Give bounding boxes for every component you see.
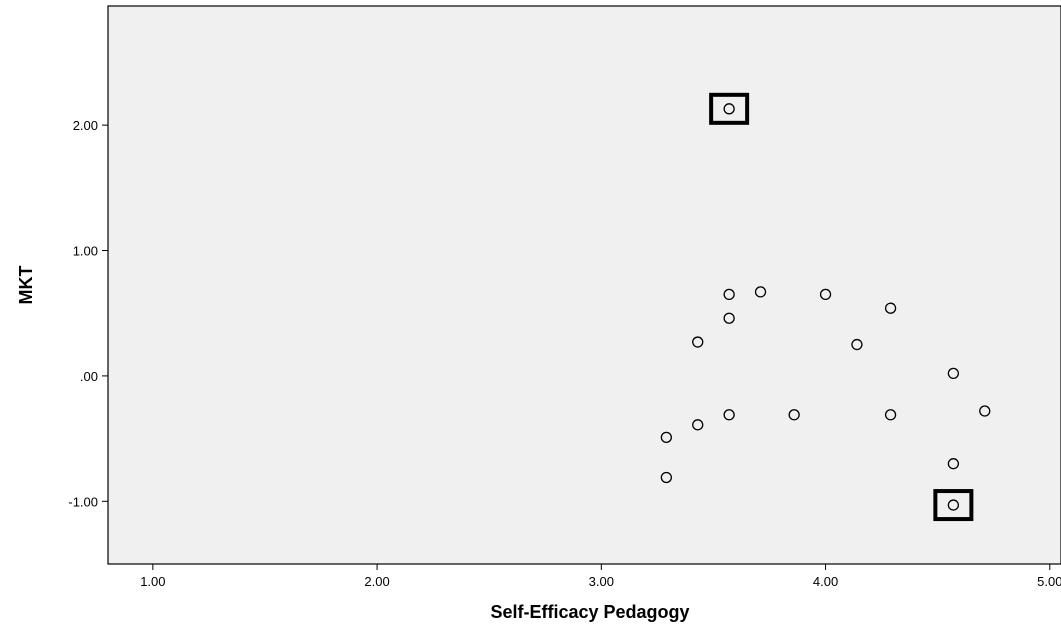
data-point [947,499,960,511]
data-point [660,471,672,484]
data-point [788,409,800,421]
data-point [819,288,832,301]
data-point [723,288,735,301]
y-tick-label: 1.00 [73,244,98,259]
highlight-boxes [709,92,974,522]
y-tick-label: 2.00 [73,118,98,133]
data-point [723,103,735,115]
data-point [884,409,897,421]
x-tick-label: 4.00 [813,574,838,589]
x-tick-label: 5.00 [1037,574,1061,589]
data-point [692,336,704,348]
data-point [851,338,863,351]
data-point [754,286,767,298]
data-points [660,103,991,511]
x-tick-label: 2.00 [364,574,389,589]
data-point [979,405,991,417]
data-point [723,409,735,421]
data-point [660,431,672,444]
data-point [884,302,897,314]
x-tick-label: 3.00 [589,574,614,589]
data-point [947,367,960,380]
data-point [692,419,704,431]
data-point [947,458,960,470]
y-tick-label: .00 [80,369,98,384]
x-axis-title: Self-Efficacy Pedagogy [490,602,689,622]
plot-area [107,5,1061,565]
y-axis: -1.00 .00 1.00 2.00 [68,118,108,509]
x-axis: 1.00 2.00 3.00 4.00 5.00 [140,564,1061,589]
x-tick-label: 1.00 [140,574,165,589]
y-tick-label: -1.00 [68,494,98,509]
highlight-box [709,92,750,125]
y-axis-title: MKT [16,266,36,305]
highlight-box [933,489,974,522]
data-point [723,312,735,324]
